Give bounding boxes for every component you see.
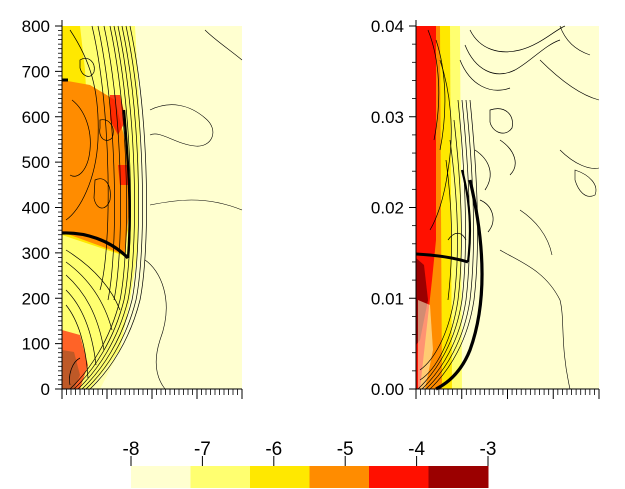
left-farfield-contours [144, 29, 243, 390]
left-region-light [62, 270, 120, 389]
right-interface-line [460, 169, 472, 263]
colorbar-swatch [369, 466, 429, 488]
colorbar-label: -4 [408, 439, 425, 460]
y-tick-label: 0.03 [371, 108, 404, 127]
y-tick-label: 0 [41, 380, 50, 399]
colorbar-swatches [131, 466, 489, 488]
right-shock-line [415, 252, 469, 264]
right-y-ticks: 0.00 0.01 0.02 0.03 0.04 [371, 17, 416, 399]
y-tick-label: 100 [22, 335, 50, 354]
right-x-ticks [415, 389, 600, 399]
left-shock-line [61, 231, 130, 260]
y-tick-label: 600 [22, 108, 50, 127]
right-front-line [435, 179, 484, 391]
y-tick-label: 400 [22, 199, 50, 218]
colorbar-swatch [131, 466, 191, 488]
colorbar-swatch [309, 466, 370, 488]
y-tick-label: 0.01 [371, 289, 404, 308]
y-tick-label: 200 [22, 289, 50, 308]
right-region-light [418, 300, 433, 389]
colorbar-label: -6 [265, 439, 282, 460]
y-tick-label: 800 [22, 17, 50, 36]
right-farfield-contours [499, 25, 600, 390]
colorbar-label: -3 [480, 439, 497, 460]
colorbar-label: -7 [194, 439, 211, 460]
right-panel: 0.00 0.01 0.02 0.03 0.04 [371, 17, 600, 399]
left-panel: 0 100 200 300 400 500 600 700 800 [22, 17, 243, 399]
colorbar-swatch [428, 466, 489, 488]
y-tick-label: 700 [22, 62, 50, 81]
colorbar-swatch [250, 466, 310, 488]
colorbar-swatch [190, 466, 251, 488]
left-region-level-5b [62, 88, 80, 165]
left-contour-lines [65, 25, 147, 390]
colorbar: -8 -7 -6 -5 -4 -3 [123, 439, 497, 488]
right-contour-lines [417, 25, 566, 390]
left-y-ticks: 0 100 200 300 400 500 600 700 800 [22, 17, 62, 399]
colorbar-label: -5 [337, 439, 354, 460]
y-tick-label: 300 [22, 244, 50, 263]
y-tick-label: 0.04 [371, 17, 404, 36]
colorbar-label: -8 [123, 439, 140, 460]
left-x-ticks [61, 389, 243, 399]
y-tick-label: 500 [22, 153, 50, 172]
colorbar-labels: -8 -7 -6 -5 -4 -3 [123, 439, 497, 466]
y-tick-label: 0.00 [371, 380, 404, 399]
left-interface-line [122, 109, 131, 259]
y-tick-label: 0.02 [371, 199, 404, 218]
